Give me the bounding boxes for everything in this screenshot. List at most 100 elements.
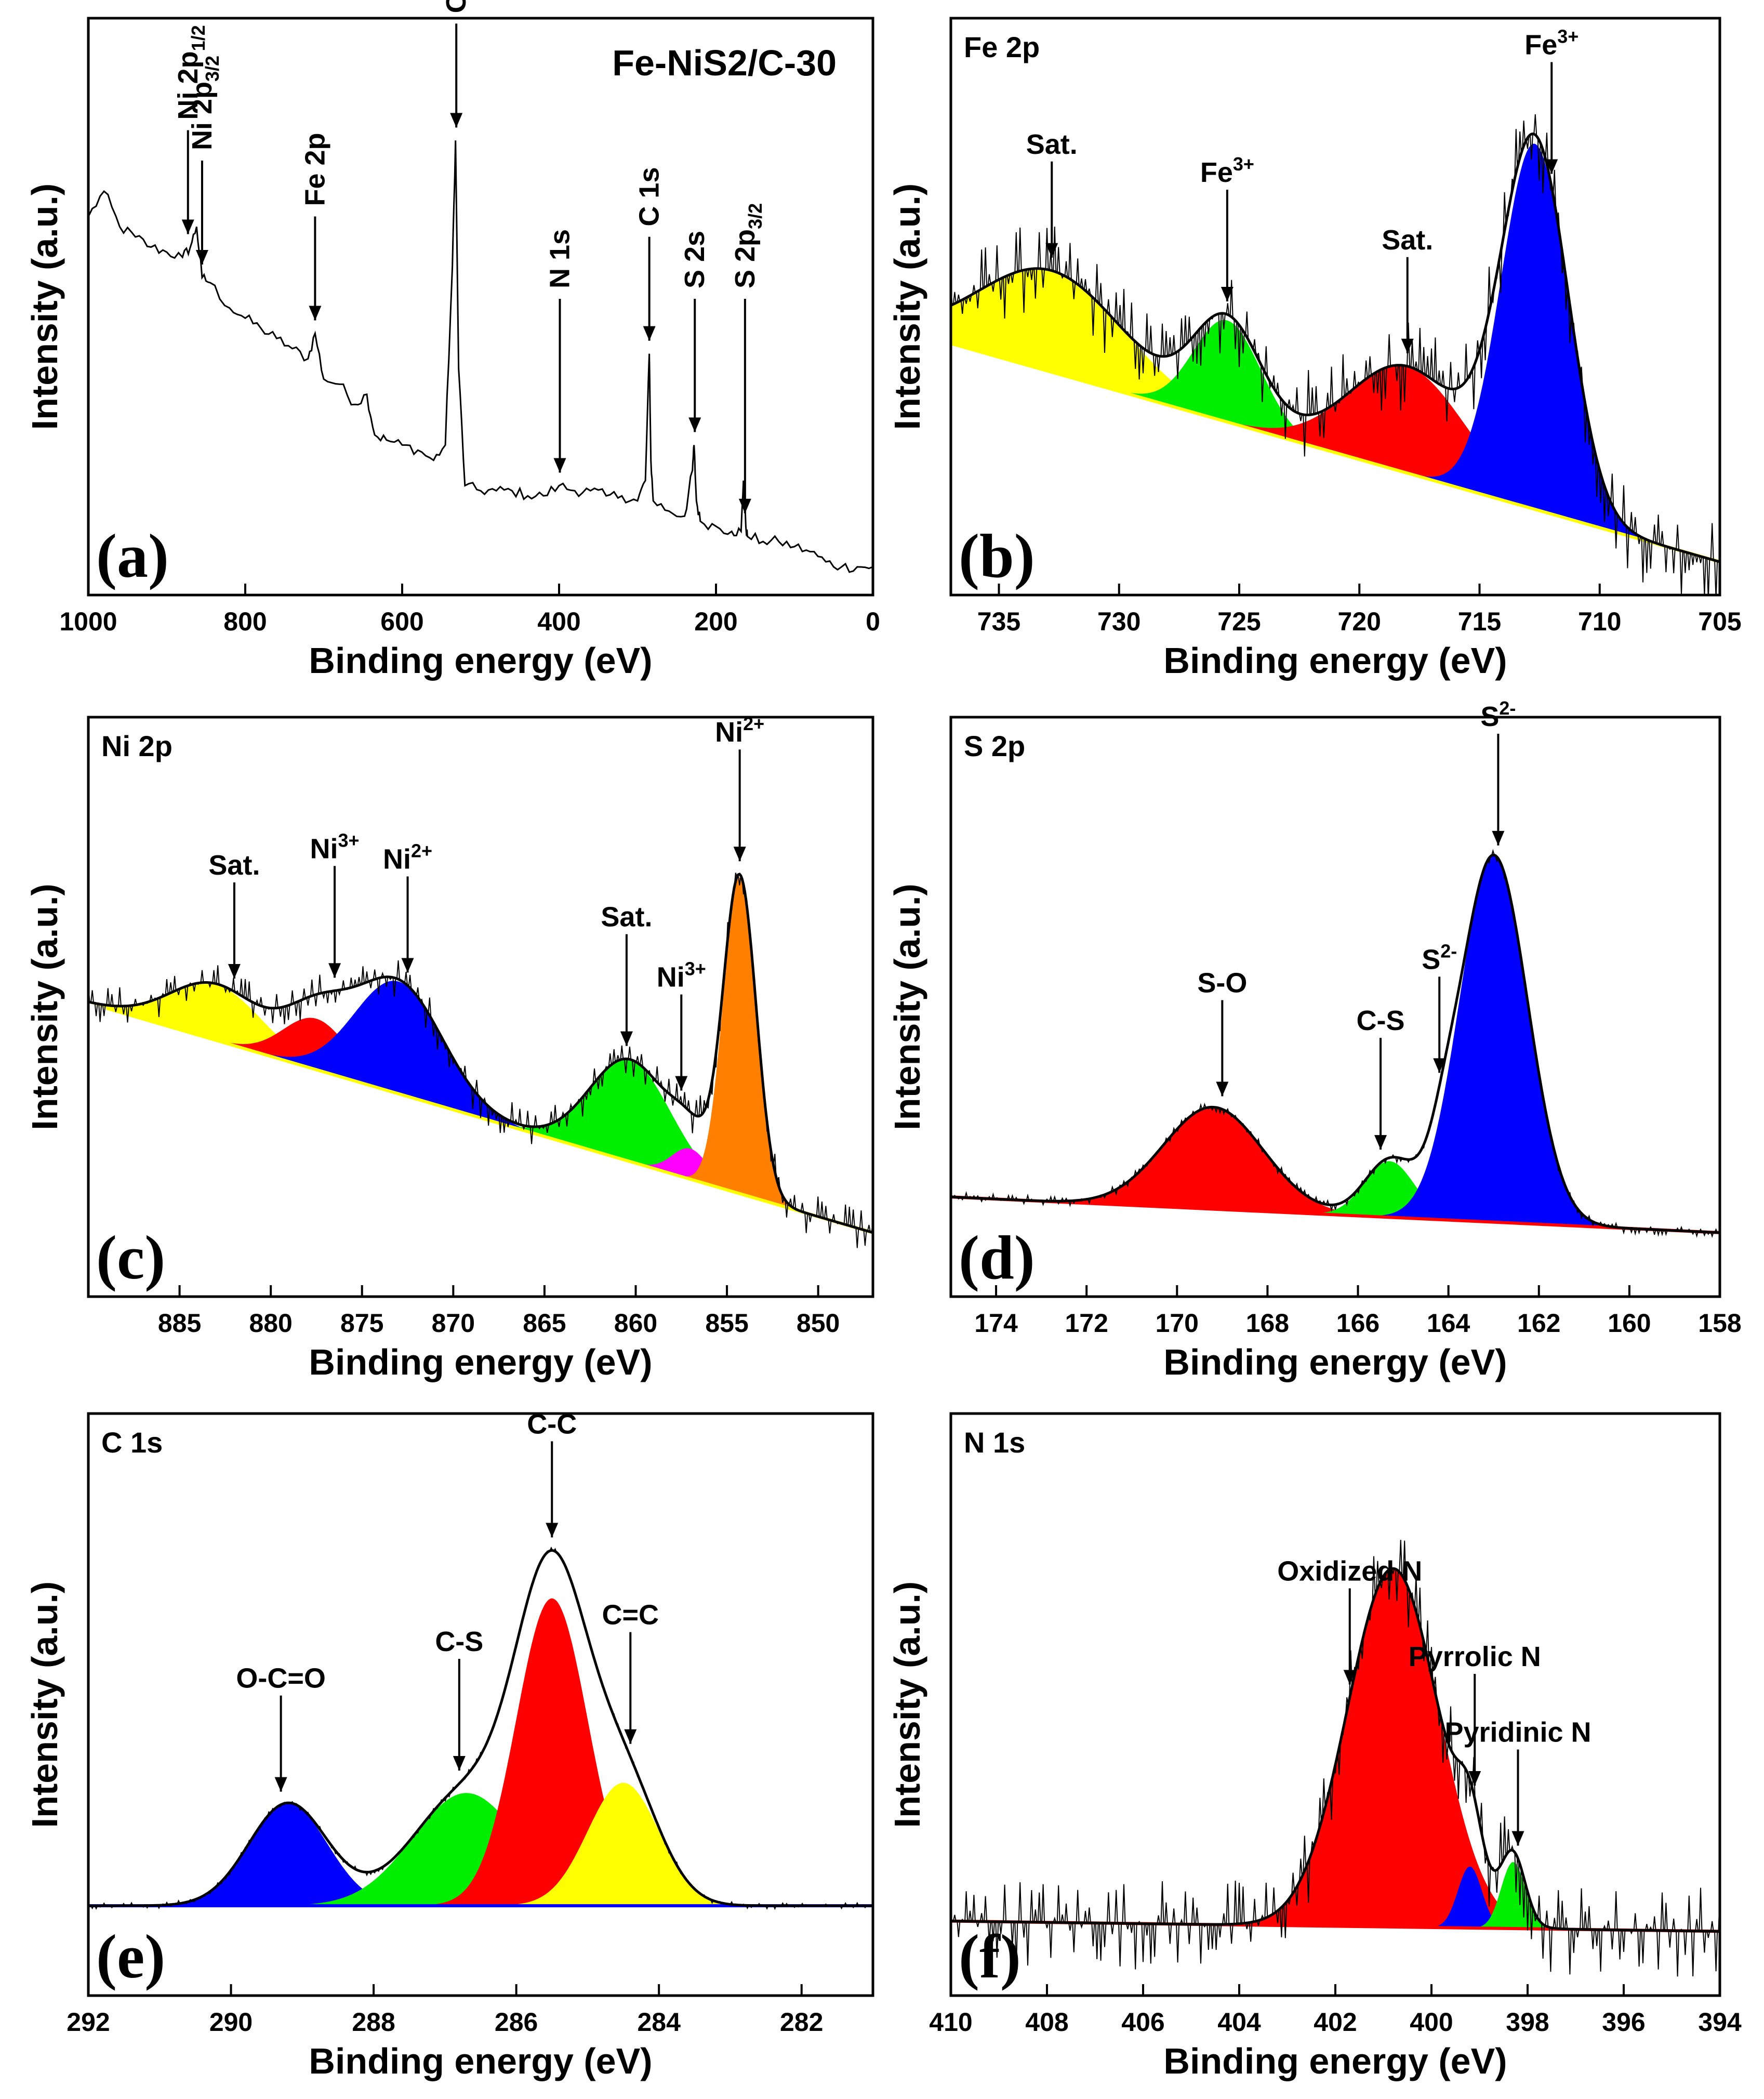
x-tick-label: 875 [340,1309,383,1338]
plot-area [88,873,873,1248]
annotation-superscript: 3+ [685,958,706,980]
x-axis-label: Binding energy (eV) [1163,2041,1507,2081]
y-axis-label: Intensity (a.u.) [887,883,927,1130]
arrow-head [1374,1135,1387,1150]
arrow-head [546,1523,559,1538]
x-tick-label: 1000 [59,607,117,636]
plot-area [88,140,873,573]
y-axis-label: Intensity (a.u.) [24,183,65,430]
peak-fill-ni2- [88,877,873,1233]
annotation-label: C-C [527,1408,577,1440]
fitted-envelope-line [951,1567,1720,1933]
x-axis-label: Binding energy (eV) [309,1342,652,1382]
x-tick-label: 394 [1698,2008,1742,2037]
raw-spectrum-line [951,849,1720,1238]
annotation-label: Pyrrolic N [1409,1641,1541,1672]
x-tick-label: 292 [67,2008,110,2037]
x-tick-label: 200 [694,607,737,636]
x-tick-label: 800 [223,607,267,636]
panel-b: 735 730 725 720 715 710 705 Binding energy (eV)… [887,17,1742,681]
x-tick-label: 398 [1506,2008,1549,2037]
panel-letter: (f) [959,1922,1021,1991]
annotation-label: Sat. [208,850,260,881]
arrow-head [643,326,656,341]
survey-spectrum-line [88,140,873,573]
plot-frame [87,17,874,597]
x-tick-label: 860 [614,1309,657,1338]
annotation-label: C-S [1357,1005,1405,1036]
arrow-head [675,1076,688,1091]
annotation-superscript: 2+ [743,713,764,734]
x-tick-label: 174 [974,1309,1018,1338]
peak-fill-fe3- [951,143,1720,562]
x-tick-label: 870 [432,1309,475,1338]
annotation-subscript: 1/2 [188,25,209,51]
annotation-superscript: 2- [1499,697,1516,719]
plot-area [951,114,1720,595]
annotation-subscript: 3/2 [745,203,766,229]
arrow-head [274,1777,287,1792]
x-tick-label: 166 [1336,1309,1380,1338]
panel-tag: Ni 2p [101,730,173,762]
annotation-label: Sat. [1026,129,1078,160]
annotation-label: C-S [435,1626,483,1657]
fitted-envelope-line [951,853,1720,1234]
peak-fill-c-c [88,1783,873,1906]
x-axis-label: Binding energy (eV) [1163,640,1507,681]
arrow-head [1433,1058,1446,1073]
plot-area [951,849,1720,1238]
baseline-line [106,1007,873,1234]
annotation-label: Fe3+ [1200,153,1254,188]
x-tick-label: 408 [1025,2008,1068,2037]
annotation-label: Oxidized N [1277,1555,1422,1587]
arrow-head [1221,286,1234,301]
fitted-envelope-line [88,873,873,1234]
plot-frame [87,1412,874,1997]
arrow-head [733,847,746,862]
x-tick-label: 172 [1065,1309,1108,1338]
arrow-head [624,1729,637,1744]
arrow-head [738,498,751,513]
x-tick-label: 158 [1698,1309,1741,1338]
annotation-label: Ni3+ [657,958,706,993]
peak-fill-s2- [951,855,1720,1233]
x-tick-label: 410 [929,2008,972,2037]
x-tick-label: 725 [1217,607,1261,636]
peak-fill-s-o [951,1107,1720,1233]
annotation-label: Sat. [601,902,652,933]
x-tick-label: 406 [1121,2008,1164,2037]
panel-letter: (d) [959,1223,1035,1292]
x-tick-label: 0 [866,607,880,636]
annotation-label: S2- [1422,940,1457,975]
x-tick-label: 288 [352,2008,395,2037]
annotation-label: N 1s [545,229,576,288]
arrow-head [1468,1771,1481,1786]
annotation-superscript: 3+ [1233,153,1254,175]
fitted-envelope-line [88,1549,873,1907]
x-tick-label: 735 [977,607,1020,636]
panel-title: Fe-NiS2/C-30 [612,43,837,83]
x-tick-label: 402 [1314,2008,1357,2037]
x-tick-label: 400 [537,607,580,636]
x-tick-label: 850 [797,1309,840,1338]
panel-tag: N 1s [964,1426,1025,1459]
x-tick-label: 282 [780,2008,823,2037]
x-tick-label: 162 [1517,1309,1560,1338]
peak-fill-sat- [951,268,1720,562]
annotation-label: C=C [602,1600,659,1631]
y-axis-label: Intensity (a.u.) [887,1581,927,1828]
panel-e: 292 290 288 286 284 282 Binding energy (eV) Int… [24,1408,874,2081]
x-axis-label: Binding energy (eV) [1163,1342,1507,1382]
annotation-label: Fe3+ [1524,26,1579,61]
arrow-head [1216,1081,1229,1097]
x-tick-label: 730 [1097,607,1140,636]
arrow-head [688,417,701,432]
annotation-label: S 2s [679,231,710,288]
fitted-envelope-line [951,132,1720,563]
x-tick-label: 600 [380,607,423,636]
peak-fill-c-s [88,1793,873,1906]
plot-area [88,1546,873,1910]
x-axis-label: Binding energy (eV) [309,640,652,681]
peak-fill-c-s [951,1161,1720,1233]
annotation-label: O-C=O [236,1663,326,1694]
